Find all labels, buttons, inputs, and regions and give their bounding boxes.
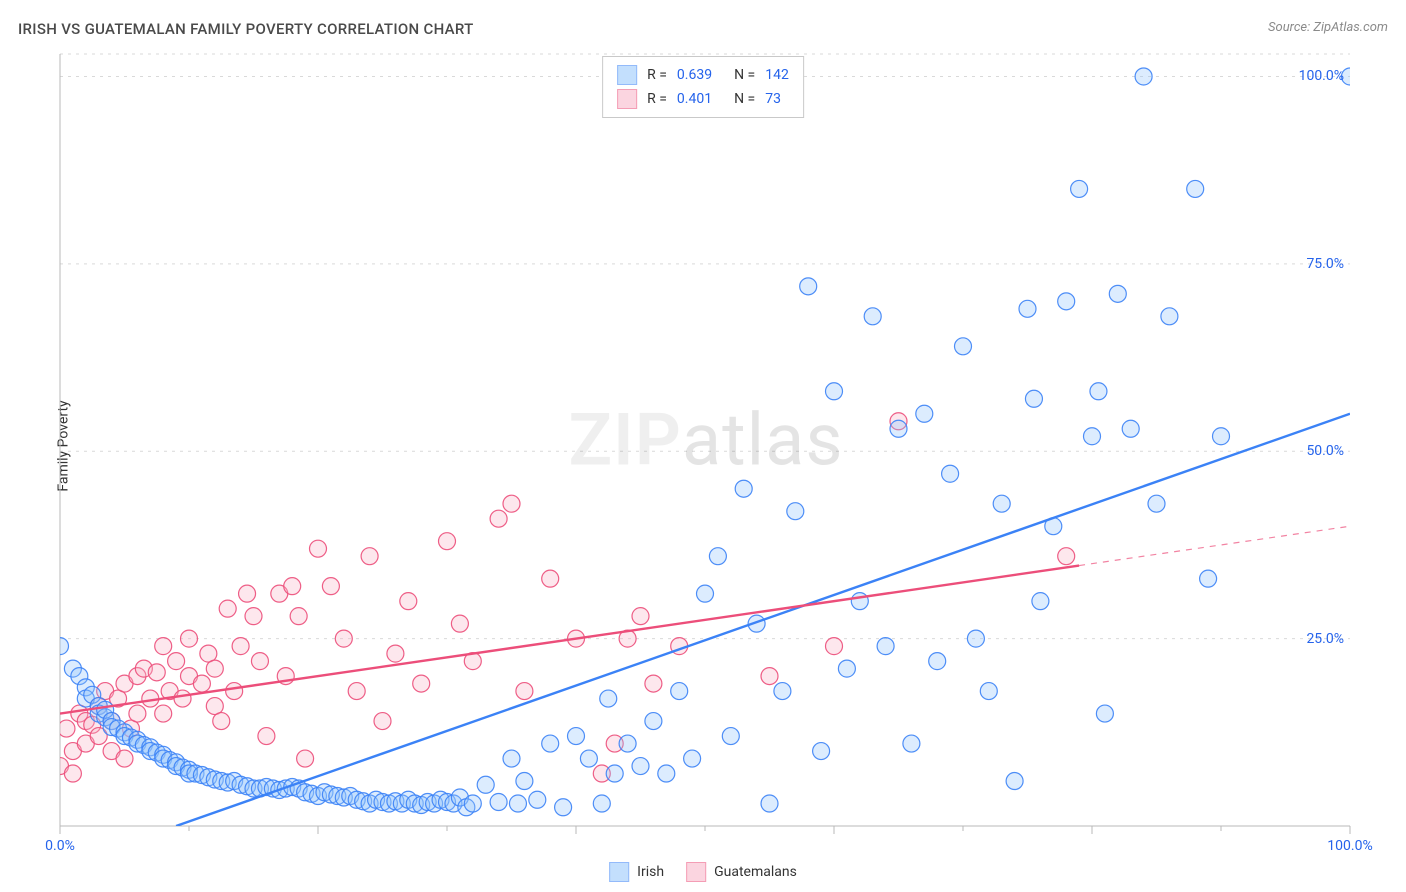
y-tick-label: 50.0% (1306, 443, 1344, 459)
stat-n-label: N = (734, 67, 755, 83)
y-tick-label: 100.0% (1299, 68, 1344, 84)
y-tick-label: 75.0% (1306, 256, 1344, 272)
stats-legend: R = 0.639 N = 142 R = 0.401 N = 73 (602, 56, 804, 118)
stat-n-value: 142 (765, 67, 789, 83)
y-tick-label: 25.0% (1306, 631, 1344, 647)
legend-swatch (686, 862, 706, 882)
plot-area: ZIPatlas 25.0%50.0%75.0%100.0%0.0%100.0% (54, 54, 1358, 834)
stat-n-label: N = (734, 91, 755, 107)
legend-swatch (617, 89, 637, 109)
stat-r-label: R = (647, 67, 667, 83)
stats-legend-row: R = 0.639 N = 142 (617, 63, 789, 87)
chart-container: IRISH VS GUATEMALAN FAMILY POVERTY CORRE… (0, 0, 1406, 892)
scatter-svg (54, 54, 1358, 834)
legend-swatch (617, 65, 637, 85)
chart-title: IRISH VS GUATEMALAN FAMILY POVERTY CORRE… (18, 20, 474, 38)
series-legend-label: Guatemalans (714, 864, 797, 880)
source-attribution: Source: ZipAtlas.com (1268, 20, 1388, 35)
stats-legend-row: R = 0.401 N = 73 (617, 87, 789, 111)
series-legend-item: Irish (609, 862, 664, 882)
series-legend-label: Irish (637, 864, 664, 880)
series-legend: Irish Guatemalans (609, 862, 797, 882)
stat-r-value: 0.639 (677, 67, 712, 83)
stat-r-label: R = (647, 91, 667, 107)
legend-swatch (609, 862, 629, 882)
stat-n-value: 73 (765, 91, 781, 107)
series-legend-item: Guatemalans (686, 862, 797, 882)
header: IRISH VS GUATEMALAN FAMILY POVERTY CORRE… (0, 0, 1406, 40)
stat-r-value: 0.401 (677, 91, 712, 107)
